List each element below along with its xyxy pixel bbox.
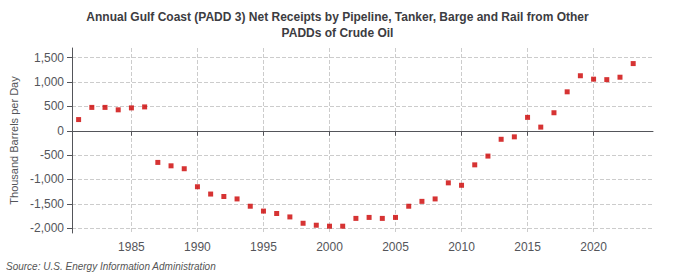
svg-text:500: 500: [44, 99, 64, 113]
svg-text:Thousand Barrels per Day: Thousand Barrels per Day: [8, 76, 20, 205]
svg-text:PADDs of Crude Oil: PADDs of Crude Oil: [282, 26, 394, 40]
svg-text:2020: 2020: [580, 240, 607, 254]
svg-text:1995: 1995: [250, 240, 277, 254]
svg-text:-1,500: -1,500: [30, 197, 64, 211]
svg-text:1,500: 1,500: [34, 51, 64, 65]
svg-text:2010: 2010: [448, 240, 475, 254]
svg-text:2000: 2000: [316, 240, 343, 254]
svg-text:2015: 2015: [514, 240, 541, 254]
svg-text:Annual Gulf Coast (PADD 3) Net: Annual Gulf Coast (PADD 3) Net Receipts …: [86, 10, 589, 24]
svg-text:1990: 1990: [184, 240, 211, 254]
svg-text:0: 0: [57, 124, 64, 138]
svg-text:1985: 1985: [118, 240, 145, 254]
svg-text:1,000: 1,000: [34, 75, 64, 89]
svg-text:-2,000: -2,000: [30, 221, 64, 235]
svg-text:-1,000: -1,000: [30, 172, 64, 186]
svg-text:-500: -500: [40, 148, 64, 162]
svg-text:2005: 2005: [382, 240, 409, 254]
svg-text:Source: U.S. Energy Informatio: Source: U.S. Energy Information Administ…: [6, 261, 216, 272]
